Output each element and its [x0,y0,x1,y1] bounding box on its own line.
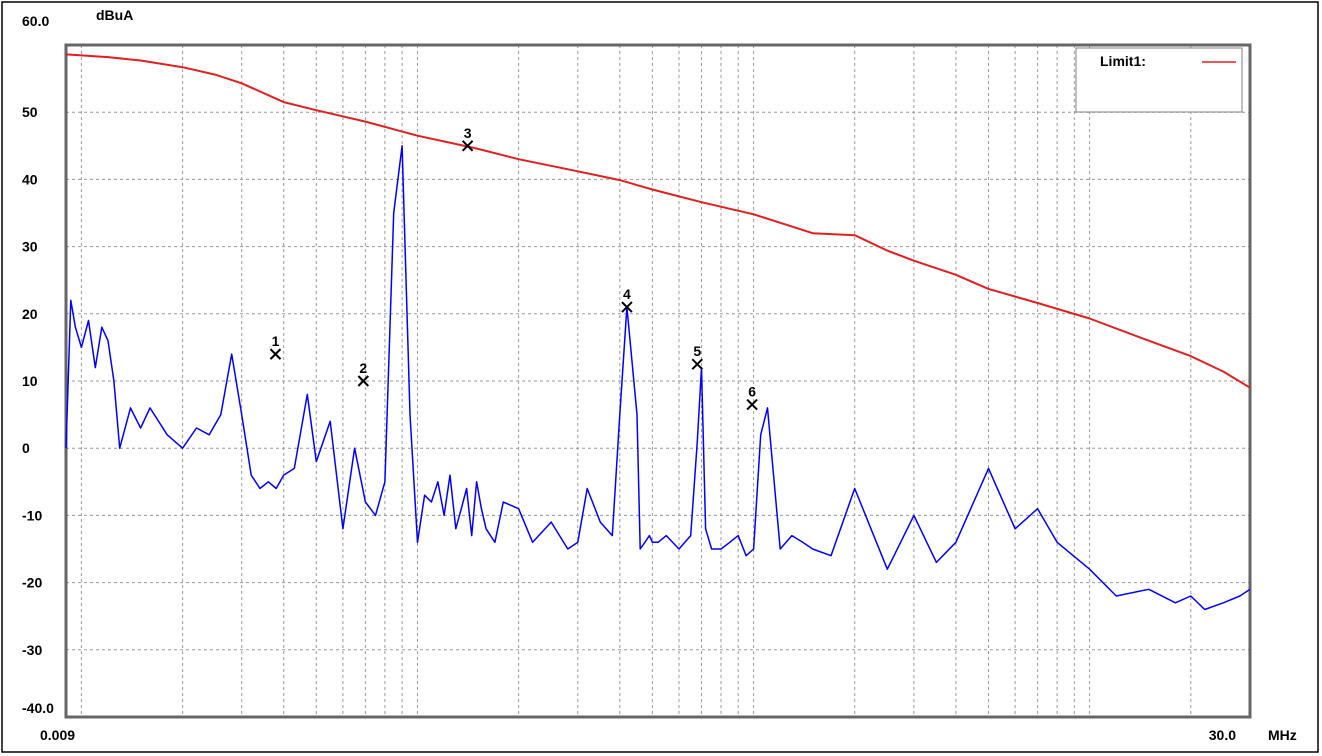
peak-marker: 2 [357,360,370,387]
y-axis-label: dBuA [96,7,133,23]
y-tick-label: 10 [22,373,38,389]
peak-marker-label: 3 [464,125,472,141]
marker-layer: 1 2 3 4 5 6 [269,125,758,411]
peak-marker: 3 [461,125,474,152]
limit-line [65,53,1251,389]
x-tick-label-start: 0.009 [40,727,75,743]
y-tick-labels: 60.0 50 40 30 20 10 0 -10 -20 -30 -40.0 [22,13,54,716]
plot-area-border [64,43,1252,719]
peak-marker-cross [357,375,370,387]
peak-marker-label: 6 [748,384,756,400]
y-tick-label: -10 [22,507,42,523]
peak-marker: 5 [691,343,703,370]
peak-marker-label: 5 [693,343,701,359]
y-tick-label: 50 [22,104,38,120]
legend-entry-label: Limit1: [1100,53,1146,69]
series-layer [65,53,1251,611]
peak-marker-cross [269,348,282,360]
y-tick-label: 40 [22,171,38,187]
peak-marker-cross [461,140,474,152]
y-tick-label: -30 [22,642,42,658]
peak-marker: 6 [746,384,758,411]
legend: Limit1: [1075,47,1243,113]
peak-marker-label: 4 [623,286,631,302]
peak-marker-label: 2 [359,360,367,376]
measurement-trace [65,145,1251,611]
y-tick-label: -20 [22,575,42,591]
grid-lines [66,45,1250,717]
peak-marker-cross [746,398,758,411]
peak-marker-label: 1 [272,333,280,349]
peak-marker: 4 [621,286,633,313]
y-tick-label: 60.0 [22,13,49,29]
peak-marker-cross [621,301,633,313]
peak-marker: 1 [269,333,282,360]
y-tick-label: 0 [22,440,30,456]
x-axis-label: MHz [1268,727,1297,743]
legend-frame [1075,47,1243,113]
y-tick-label: 30 [22,239,38,255]
x-tick-label-end: 30.0 [1209,727,1236,743]
y-tick-label: -40.0 [22,700,54,716]
y-tick-label: 20 [22,306,38,322]
peak-marker-cross [691,358,703,370]
